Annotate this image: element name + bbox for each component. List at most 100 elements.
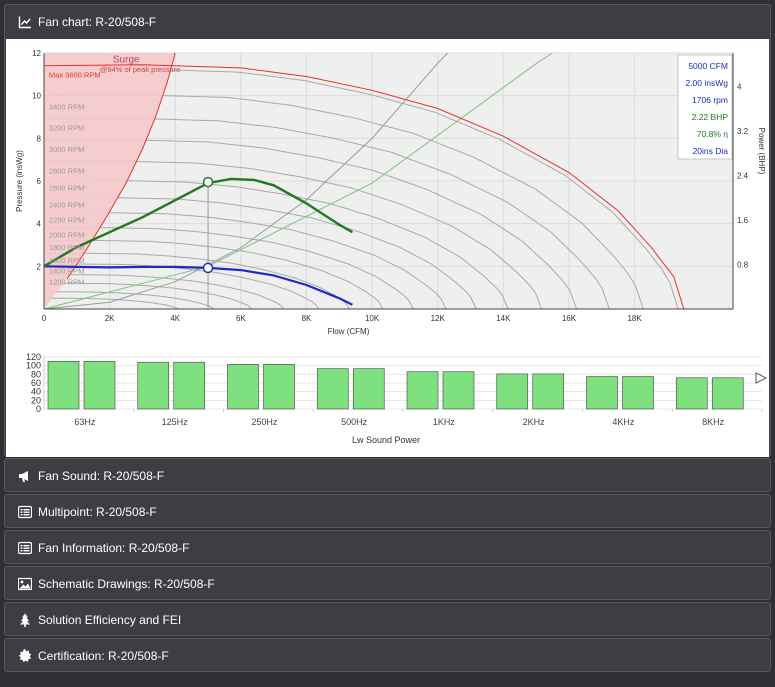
surge-region bbox=[44, 53, 176, 309]
schematic-drawings-panel-title: Schematic Drawings: R-20/508-F bbox=[38, 576, 215, 591]
sound-bar bbox=[442, 371, 475, 410]
rpm-label: 2600 RPM bbox=[49, 183, 84, 192]
sound-bar bbox=[47, 361, 80, 410]
sound-bar bbox=[622, 376, 654, 410]
y2-tick-label: 3.2 bbox=[737, 127, 749, 136]
bar-category-label: 8KHz bbox=[702, 417, 725, 427]
bar-y-tick-label: 80 bbox=[31, 369, 41, 379]
fan-information-panel-title: Fan Information: R-20/508-F bbox=[38, 540, 190, 555]
surge-line bbox=[66, 52, 176, 280]
sound-bar bbox=[352, 368, 385, 410]
rpm-label: 1400 RPM bbox=[49, 267, 84, 276]
info-line: 5000 CFM bbox=[688, 61, 728, 71]
system-curve bbox=[43, 52, 448, 310]
info-line: 2.22 BHP bbox=[692, 112, 729, 122]
bar-category-label: 63Hz bbox=[74, 417, 96, 427]
operating-point-power bbox=[202, 262, 214, 274]
fan-chart-panel-title: Fan chart: R-20/508-F bbox=[38, 14, 157, 29]
y-tick-label: 12 bbox=[32, 49, 41, 58]
certificate-icon bbox=[18, 648, 32, 663]
rpm-label: 2800 RPM bbox=[49, 166, 84, 175]
y2-tick-label: 2.4 bbox=[737, 171, 749, 180]
rpm-label: 1600 RPM bbox=[49, 256, 84, 265]
y-tick-label: 2 bbox=[37, 262, 42, 271]
solution-efficiency-panel-header[interactable]: Solution Efficiency and FEI bbox=[5, 603, 770, 636]
rpm-label: 3200 RPM bbox=[49, 124, 84, 133]
x-tick-label: 14K bbox=[496, 314, 511, 323]
picture-icon bbox=[18, 577, 32, 591]
y2-tick-label: 4 bbox=[737, 82, 742, 91]
info-line: 2.00 insWg bbox=[685, 78, 728, 88]
rpm-curve bbox=[44, 239, 384, 310]
x-tick-label: 2K bbox=[105, 314, 115, 323]
bar-x-axis-title: Lw Sound Power bbox=[352, 435, 420, 445]
operating-point-pressure bbox=[202, 176, 214, 188]
y-tick-label: 6 bbox=[37, 177, 42, 186]
x-tick-label: 10K bbox=[365, 314, 380, 323]
rpm-label: 1200 RPM bbox=[49, 277, 84, 286]
fan-chart-panel: Fan chart: R-20/508-F 0 2K 4K 6K 8K 10K 12K 14K… bbox=[4, 4, 771, 457]
list-icon bbox=[18, 505, 32, 519]
bar-y-tick-label: 20 bbox=[31, 395, 41, 405]
rpm-label: 2200 RPM bbox=[49, 215, 84, 224]
info-line: 20ins Dia bbox=[693, 146, 729, 156]
y2-axis-title: Power (BHP) bbox=[757, 128, 766, 175]
rpm-curve bbox=[44, 297, 179, 310]
certification-panel-header[interactable]: Certification: R-20/508-F bbox=[5, 639, 770, 672]
bar-y-tick-label: 60 bbox=[31, 378, 41, 388]
sound-bar bbox=[675, 377, 708, 410]
play-triangle-icon[interactable] bbox=[755, 372, 768, 384]
bar-category-label: 2KHz bbox=[523, 417, 546, 427]
y-tick-label: 8 bbox=[37, 134, 42, 143]
bar-category-label: 4KHz bbox=[612, 417, 635, 427]
rpm-curve bbox=[44, 252, 350, 310]
y-tick-label: 4 bbox=[37, 220, 42, 229]
operating-point-info-box bbox=[677, 54, 733, 160]
fan-chart-panel-header[interactable]: Fan chart: R-20/508-F bbox=[5, 5, 770, 38]
fan-sound-panel-title: Fan Sound: R-20/508-F bbox=[38, 468, 165, 483]
max-rpm-label: Max 3600 RPM bbox=[49, 70, 101, 79]
x-tick-label: 12K bbox=[431, 314, 446, 323]
fan-sound-panel-header[interactable]: Fan Sound: R-20/508-F bbox=[5, 459, 770, 492]
schematic-drawings-panel-header[interactable]: Schematic Drawings: R-20/508-F bbox=[5, 567, 770, 600]
x-tick-label: 16K bbox=[562, 314, 577, 323]
rpm-label: 1800 RPM bbox=[49, 243, 84, 252]
rpm-curve bbox=[44, 227, 414, 310]
rpm-label: 2000 RPM bbox=[49, 230, 84, 239]
sound-bar bbox=[711, 377, 744, 410]
solution-efficiency-panel-title: Solution Efficiency and FEI bbox=[38, 612, 182, 627]
sound-bar bbox=[586, 376, 618, 410]
x-tick-label: 0 bbox=[42, 314, 47, 323]
bar-category-label: 250Hz bbox=[251, 417, 278, 427]
certification-panel: Certification: R-20/508-F bbox=[4, 638, 771, 672]
y-tick-label: 10 bbox=[32, 92, 41, 101]
bar-category-label: 125Hz bbox=[162, 417, 189, 427]
tree-icon bbox=[18, 613, 32, 627]
fan-information-panel-header[interactable]: Fan Information: R-20/508-F bbox=[5, 531, 770, 564]
sound-bar bbox=[173, 361, 206, 410]
x-tick-label: 18K bbox=[627, 314, 642, 323]
pressure-curve bbox=[43, 177, 353, 268]
megaphone-icon bbox=[18, 469, 32, 483]
sound-bar bbox=[406, 371, 439, 410]
fan-performance-chart: 0 2K 4K 6K 8K 10K 12K 14K 16K 18K 2 4 6 8 10 12 0.8 1.6 2.… bbox=[15, 49, 768, 445]
sound-bar bbox=[83, 361, 116, 410]
rpm-label: 2400 RPM bbox=[49, 200, 84, 209]
fan-sound-panel: Fan Sound: R-20/508-F bbox=[4, 458, 771, 492]
bar-y-tick-label: 120 bbox=[26, 352, 41, 362]
rpm-curve bbox=[44, 291, 214, 310]
sound-bar bbox=[227, 364, 259, 410]
info-line: 1706 rpm bbox=[692, 95, 728, 105]
rpm-label: 3000 RPM bbox=[49, 145, 84, 154]
rpm-curve bbox=[44, 212, 447, 310]
sound-bar bbox=[496, 373, 529, 410]
rpm-curve bbox=[44, 282, 252, 310]
rpm-label: 3400 RPM bbox=[49, 102, 84, 111]
list-icon bbox=[18, 541, 32, 555]
schematic-drawings-panel: Schematic Drawings: R-20/508-F bbox=[4, 566, 771, 600]
x-tick-label: 8K bbox=[302, 314, 312, 323]
rpm-curve bbox=[44, 263, 320, 310]
multipoint-panel-header[interactable]: Multipoint: R-20/508-F bbox=[5, 495, 770, 528]
sound-bar bbox=[137, 361, 170, 410]
x-axis-title: Flow (CFM) bbox=[328, 327, 370, 336]
